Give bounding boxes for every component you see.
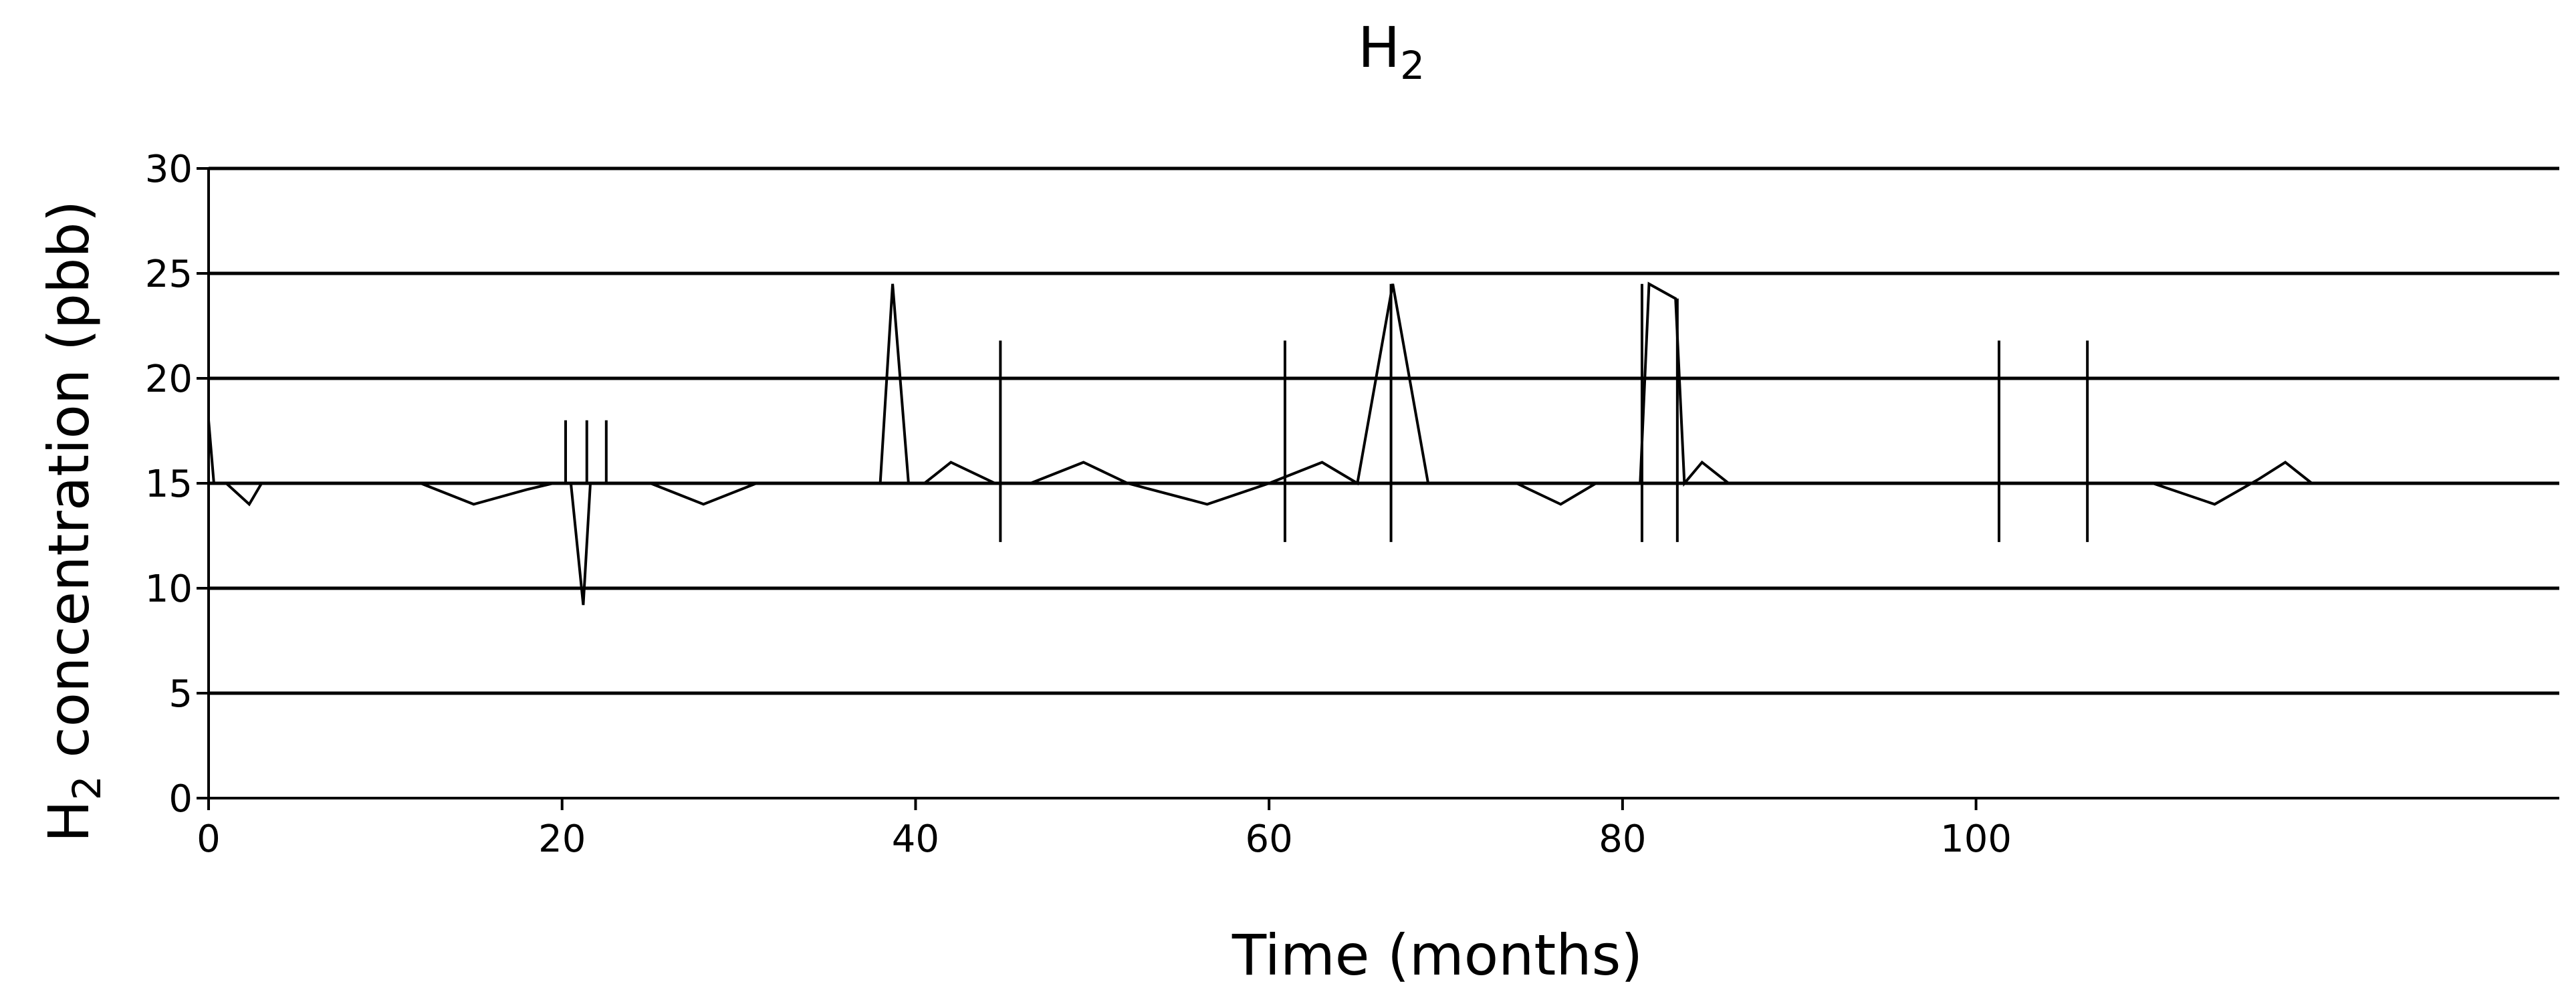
y-tick-label-6: 30 [145, 148, 193, 191]
grid-lines [209, 166, 2559, 695]
x-axis-label: Time (months) [1232, 922, 1643, 988]
y-tick-label-2: 10 [145, 568, 193, 611]
x-tick-label-4: 80 [1599, 818, 1646, 861]
y-tick-labels: 0 5 10 15 20 25 30 [145, 148, 193, 821]
chart-title: H2 [1358, 15, 1425, 88]
y-axis-label-subscript: 2 [64, 775, 110, 800]
chart-title-subscript: 2 [1400, 43, 1425, 88]
axes [197, 167, 2559, 810]
y-tick-label-4: 20 [145, 358, 193, 401]
x-tick-label-3: 60 [1246, 818, 1293, 861]
x-tick-label-5: 100 [1940, 818, 2012, 861]
x-tick-label-1: 20 [538, 818, 586, 861]
y-tick-label-1: 5 [168, 672, 193, 716]
x-tick-label-2: 40 [892, 818, 939, 861]
series-line-0 [207, 281, 2313, 606]
series-h2 [207, 281, 2313, 606]
y-tick-label-5: 25 [145, 253, 193, 296]
y-tick-label-0: 0 [168, 777, 193, 821]
x-tick-label-0: 0 [197, 818, 221, 861]
y-axis-label: H2 concentration (pbb) [36, 201, 110, 843]
y-axis-label-rest: concentration (pbb) [36, 201, 102, 776]
chart-title-main: H [1358, 15, 1400, 80]
x-tick-labels: 0 20 40 60 80 100 [197, 818, 2012, 861]
y-tick-label-3: 15 [145, 463, 193, 506]
y-axis-label-main: H [36, 800, 102, 842]
